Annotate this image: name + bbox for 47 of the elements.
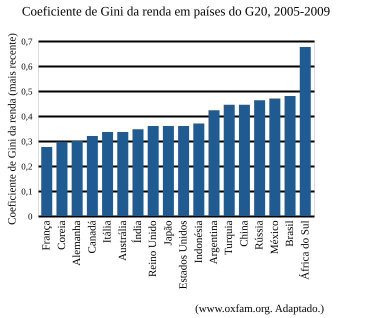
x-tick-label: Itália bbox=[102, 220, 114, 244]
x-tick-label: Estados Unidos bbox=[178, 220, 190, 290]
x-tick-label: Coreia bbox=[56, 220, 68, 250]
x-tick-label: Indonésia bbox=[192, 220, 205, 264]
y-tick-label: 0,5 bbox=[21, 86, 33, 96]
bar bbox=[132, 129, 144, 216]
bar bbox=[72, 141, 83, 216]
bar bbox=[86, 136, 98, 216]
x-tick-label: Brasil bbox=[284, 220, 296, 247]
bar bbox=[254, 100, 266, 216]
text: (www.oxfam.org. Adaptado.) bbox=[195, 303, 324, 315]
x-tick-label: Reino Unido bbox=[147, 220, 160, 278]
x-tick-label: África do Sul bbox=[298, 220, 312, 280]
bar bbox=[178, 126, 190, 216]
y-tick-label: 0,6 bbox=[21, 62, 33, 72]
bar bbox=[56, 142, 68, 216]
x-tick-label: Austrália bbox=[116, 220, 129, 261]
bar bbox=[148, 126, 159, 216]
x-tick-label: Canadá bbox=[86, 220, 98, 254]
x-tick-label: Rússia bbox=[254, 220, 266, 250]
bar bbox=[269, 98, 280, 216]
y-tick-label: 0 bbox=[28, 212, 33, 222]
bar bbox=[300, 47, 311, 216]
bar bbox=[224, 104, 235, 216]
y-axis-title: Coeficiente de Gini da renda (mais recente) bbox=[6, 32, 18, 225]
bar bbox=[193, 124, 204, 216]
y-tick-label: 0,2 bbox=[21, 162, 32, 172]
x-tick-label: Argentina bbox=[208, 220, 220, 264]
bar bbox=[117, 132, 128, 216]
x-tick-label: França bbox=[40, 220, 53, 250]
y-tick-label: 0,7 bbox=[21, 36, 33, 46]
x-tick-label: Índia bbox=[130, 220, 144, 244]
bar bbox=[208, 110, 220, 216]
y-tick-label: 0,1 bbox=[21, 186, 32, 196]
x-tick-label: China bbox=[238, 220, 250, 247]
chart-title: Coeficiente de Gini da renda em países do G20, 2005-2009 bbox=[22, 4, 330, 19]
bar bbox=[41, 147, 52, 216]
bar bbox=[162, 126, 174, 216]
y-tick-label: 0,4 bbox=[21, 112, 33, 122]
y-tick-label: 0,3 bbox=[21, 136, 33, 146]
bar bbox=[284, 96, 296, 216]
x-tick-label: México bbox=[268, 220, 281, 254]
x-tick-label: Turquia bbox=[223, 220, 236, 255]
bar bbox=[238, 104, 250, 216]
bar bbox=[102, 132, 114, 216]
x-tick-label: Alemanha bbox=[71, 220, 84, 266]
x-tick-label: Japão bbox=[162, 220, 174, 246]
